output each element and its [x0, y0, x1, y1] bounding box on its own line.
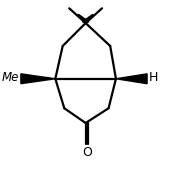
Text: Me: Me	[2, 71, 19, 84]
Polygon shape	[21, 74, 55, 84]
Text: O: O	[82, 146, 92, 159]
Polygon shape	[116, 74, 147, 84]
Text: H: H	[149, 71, 158, 84]
